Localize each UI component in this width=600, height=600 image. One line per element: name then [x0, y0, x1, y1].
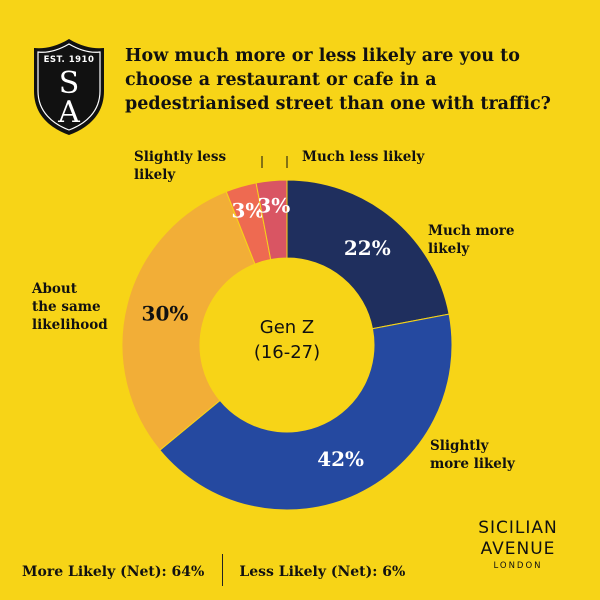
slice-value-label: 30%	[142, 302, 189, 326]
label-about-the-same: About the same likelihood	[32, 281, 108, 333]
brand-line-2: AVENUE	[480, 539, 556, 559]
less-likely-net: Less Likely (Net): 6%	[239, 564, 406, 580]
sicilian-avenue-logo: EST. 1910 S A	[30, 37, 108, 137]
slice-value-label: 42%	[317, 447, 364, 471]
label-much-less-likely: Much less likely	[302, 149, 425, 165]
footer-divider	[222, 554, 224, 586]
donut-slice-slightly-more-likely	[159, 313, 453, 511]
brand-wordmark: SICILIAN AVENUE LONDON	[468, 518, 568, 571]
donut-slice-about-the-same-likelihood	[121, 190, 256, 451]
slice-value-label: 3%	[231, 199, 264, 223]
brand-line-1: SICILIAN	[478, 518, 558, 538]
label-slightly-more-likely: Slightly more likely	[430, 438, 515, 472]
brand-line-3: LONDON	[493, 561, 543, 571]
logo-monogram-bottom: A	[57, 95, 80, 130]
footer-net-summary: More Likely (Net): 64% Less Likely (Net):…	[22, 554, 406, 588]
slice-value-label: 22%	[344, 236, 391, 260]
label-slightly-less-likely: Slightly less likely	[134, 149, 227, 183]
logo-monogram-top: S	[59, 66, 80, 101]
label-much-more-likely: Much more likely	[428, 223, 515, 257]
donut-slice-much-more-likely	[286, 179, 450, 330]
chart-title: How much more or less likely are you to …	[125, 46, 551, 114]
more-likely-net: More Likely (Net): 64%	[22, 564, 205, 580]
donut-center-label: Gen Z (16-27)	[253, 317, 321, 363]
logo-est: EST. 1910	[44, 55, 95, 65]
donut-slice-much-less-likely	[255, 179, 288, 261]
slice-value-label: 3%	[257, 194, 290, 218]
